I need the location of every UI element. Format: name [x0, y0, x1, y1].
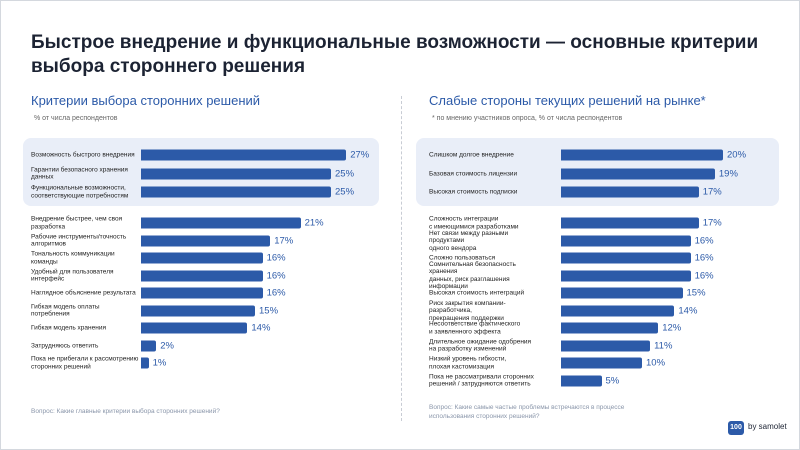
- question: Вопрос: Какие главные критерии выбора ст…: [31, 408, 220, 415]
- bar: [561, 375, 602, 387]
- value-label: 16%: [266, 287, 286, 299]
- category-label: Сложность интеграции с имеющимися разраб…: [429, 215, 519, 231]
- bar: [561, 217, 699, 229]
- bar: [561, 340, 651, 352]
- category-label: Высокая стоимость подписки: [429, 188, 518, 196]
- category-label: Тональность коммуникации команды: [31, 250, 115, 266]
- value-label: 11%: [654, 340, 673, 352]
- value-label: 15%: [259, 305, 279, 317]
- question: Вопрос: Какие самые частые проблемы встр…: [429, 404, 625, 420]
- value-label: 16%: [266, 270, 286, 282]
- bar: [141, 149, 347, 161]
- bar: [561, 186, 699, 198]
- category-label: Рабочие инструменты/точность алгоритмов: [31, 233, 127, 248]
- value-label: 19%: [718, 168, 738, 179]
- value-label: 15%: [686, 287, 706, 299]
- category-label: Нет связи между разными продуктами одног…: [429, 229, 509, 252]
- category-label: Внедрение быстрее, чем своя разработка: [31, 215, 123, 231]
- bar: [561, 149, 723, 161]
- bar: [561, 305, 675, 317]
- value-label: 16%: [694, 235, 714, 247]
- chart-title: Слабые стороны текущих решений на рынке*: [429, 93, 706, 108]
- category-label: Риск закрытия компании-разработчика, пре…: [429, 299, 506, 322]
- category-label: Гарантии безопасного хранения данных: [31, 166, 128, 181]
- chart-subtitle: * по мнению участников опроса, % от числ…: [432, 115, 623, 122]
- category-label: Гибкая модель хранения: [31, 324, 106, 332]
- value-label: 17%: [702, 186, 722, 198]
- value-label: 27%: [350, 149, 370, 161]
- value-label: 16%: [694, 270, 714, 282]
- category-label: Наглядное объяснение результата: [31, 289, 136, 297]
- bar: [141, 305, 255, 317]
- value-label: 12%: [662, 322, 682, 334]
- value-label: 25%: [335, 186, 355, 198]
- bar: [141, 217, 301, 229]
- value-label: 2%: [160, 340, 174, 352]
- value-label: 5%: [605, 375, 620, 387]
- category-label: Удобный для пользователя интерфейс: [31, 268, 114, 283]
- category-label: Пока не рассматривали сторонних решений …: [429, 373, 534, 388]
- category-label: Высокая стоимость интеграций: [429, 289, 525, 297]
- category-label: Слишком долгое внедрение: [429, 151, 514, 159]
- value-label: 17%: [274, 235, 294, 247]
- bar: [141, 235, 271, 247]
- bar: [141, 252, 263, 264]
- category-label: Несоответствие фактического и заявленног…: [429, 320, 521, 336]
- value-label: 1%: [152, 357, 167, 369]
- bar: [141, 322, 248, 334]
- category-label: Длительное ожидание одобрения на разрабо…: [429, 338, 532, 353]
- bar: [561, 287, 683, 299]
- category-label: Базовая стоимость лицензии: [429, 169, 518, 177]
- value-label: 25%: [335, 168, 355, 179]
- category-label: Функциональные возможности, соответствую…: [31, 184, 129, 200]
- bar: [561, 235, 691, 247]
- bar: [141, 357, 149, 369]
- bar: [141, 186, 331, 198]
- bar: [561, 270, 691, 282]
- value-label: 14%: [251, 322, 271, 334]
- category-label: Сложно пользоваться: [429, 254, 496, 262]
- value-label: 14%: [678, 305, 698, 317]
- bar: [141, 270, 263, 282]
- value-label: 21%: [304, 217, 324, 229]
- divider: [401, 96, 402, 421]
- bar: [141, 340, 157, 352]
- chart-subtitle: % от числа респондентов: [34, 115, 118, 122]
- bar: [561, 168, 715, 179]
- value-label: 20%: [727, 149, 747, 161]
- chart-title: Критерии выбора сторонних решений: [31, 93, 261, 108]
- bar: [561, 322, 659, 334]
- category-label: Гибкая модель оплаты потребления: [31, 303, 100, 318]
- bar: [561, 252, 691, 264]
- value-label: 10%: [646, 357, 666, 369]
- logo-badge: 100: [728, 421, 744, 435]
- value-label: 16%: [266, 252, 286, 264]
- logo-text: by samolet: [748, 422, 787, 431]
- value-label: 17%: [702, 217, 722, 229]
- category-label: Низкий уровень гибкости, плохая кастомиз…: [429, 355, 507, 371]
- bar: [141, 287, 263, 299]
- category-label: Возможность быстрого внедрения: [31, 151, 135, 159]
- category-label: Затрудняюсь ответить: [31, 342, 99, 350]
- slide-title: Быстрое внедрение и функциональные возмо…: [31, 32, 759, 77]
- category-label: Сомнительная безопасность хранения данны…: [429, 260, 516, 291]
- bar: [561, 357, 642, 369]
- value-label: 16%: [694, 252, 714, 264]
- category-label: Пока не прибегали к рассмотрению сторонн…: [31, 355, 139, 371]
- bar: [141, 168, 331, 179]
